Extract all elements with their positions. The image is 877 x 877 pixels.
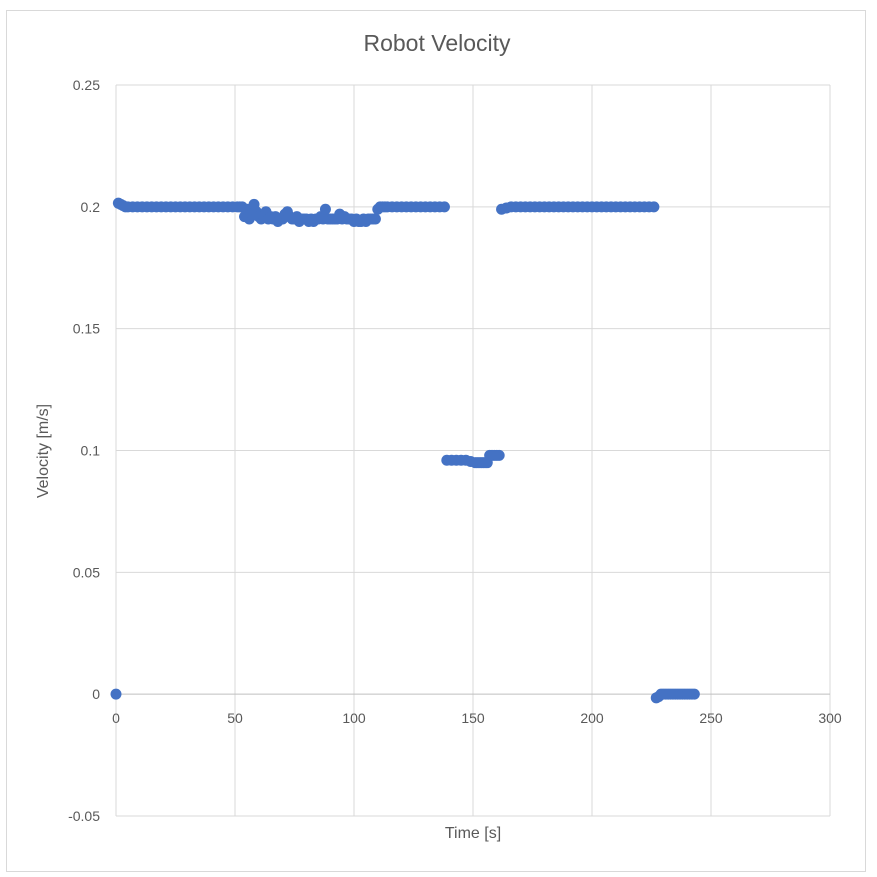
x-tick-label: 200: [580, 710, 604, 726]
x-tick-label: 250: [699, 710, 723, 726]
y-tick-label: 0.05: [73, 564, 100, 580]
data-point: [688, 688, 700, 700]
y-tick-labels: -0.05 0 0.05 0.1 0.15 0.2 0.25: [68, 77, 100, 824]
data-point: [438, 201, 450, 213]
x-tick-label: 300: [818, 710, 842, 726]
x-tick-label: 150: [461, 710, 485, 726]
y-tick-label: -0.05: [68, 808, 100, 824]
grid: [115, 84, 831, 817]
data-point: [648, 201, 660, 213]
y-tick-label: 0.1: [81, 443, 101, 459]
y-tick-label: 0.25: [73, 77, 100, 93]
data-point: [369, 213, 381, 225]
x-tick-labels: 0 50 100 150 200 250 300: [112, 710, 842, 726]
x-tick-label: 50: [227, 710, 243, 726]
data-point: [110, 688, 122, 700]
data-points: [110, 197, 700, 704]
x-tick-label: 0: [112, 710, 120, 726]
data-point: [319, 203, 331, 215]
x-tick-label: 100: [342, 710, 366, 726]
y-tick-label: 0.15: [73, 321, 100, 337]
chart-title: Robot Velocity: [363, 30, 511, 56]
chart-frame: [6, 10, 866, 872]
data-point: [493, 449, 505, 461]
x-axis-label: Time [s]: [445, 825, 501, 842]
y-tick-label: 0.2: [81, 199, 101, 215]
y-axis-label: Velocity [m/s]: [35, 404, 52, 498]
y-tick-label: 0: [92, 686, 100, 702]
